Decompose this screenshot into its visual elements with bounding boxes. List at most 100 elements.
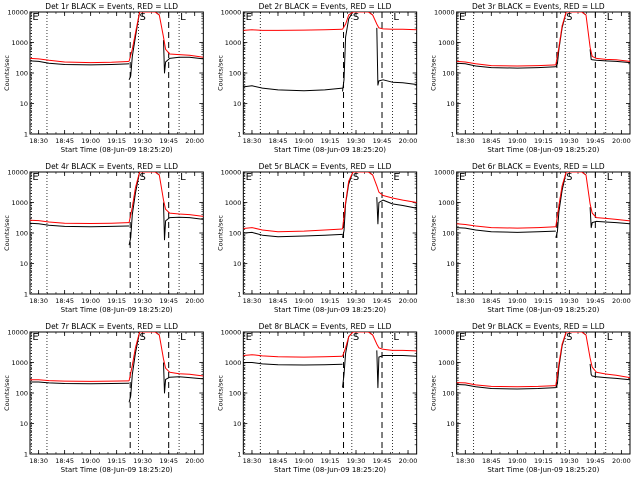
marker-label-e: E (459, 172, 465, 183)
marker-label-e: E (459, 12, 465, 23)
x-tick-label: 19:45 (373, 297, 392, 305)
y-tick-label: 100 (442, 230, 454, 238)
y-tick-label: 10000 (221, 329, 242, 337)
y-tick-label: 100 (442, 70, 454, 78)
series-events-line (243, 362, 343, 366)
x-tick-label: 19:30 (560, 297, 579, 305)
x-tick-label: 18:45 (269, 457, 288, 465)
y-tick-label: 100 (442, 390, 454, 398)
y-tick-label: 1 (24, 451, 28, 459)
y-axis-label: Counts/sec (216, 55, 224, 91)
marker-label-e: E (246, 12, 252, 23)
x-tick-label: 18:45 (482, 297, 501, 305)
series-events-line (589, 49, 630, 64)
series-group (456, 12, 630, 69)
x-tick-label: 19:45 (373, 137, 392, 145)
panel-title: Det 1r BLACK = Events, RED = LLD (45, 2, 178, 11)
y-tick-label: 100 (229, 390, 241, 398)
y-tick-label: 10000 (434, 9, 455, 17)
y-tick-label: 1000 (225, 199, 242, 207)
series-events-line (128, 172, 160, 246)
x-axis-label: Start Time (08-Jun-09 18:25:20) (487, 306, 599, 314)
series-lld-line (128, 332, 204, 382)
x-tick-label: 18:45 (482, 457, 501, 465)
x-tick-label: 18:45 (55, 137, 74, 145)
marker-label-s: S (353, 12, 359, 23)
y-tick-label: 10 (233, 260, 241, 268)
x-tick-label: 18:30 (29, 457, 48, 465)
y-tick-label: 10 (446, 260, 454, 268)
x-tick-label: 19:45 (159, 297, 178, 305)
series-events-line (555, 172, 587, 238)
x-tick-label: 19:15 (107, 137, 126, 145)
x-tick-label: 19:30 (133, 457, 152, 465)
marker-label-e: E (246, 332, 252, 343)
y-tick-label: 10 (20, 420, 28, 428)
series-group (30, 12, 204, 80)
x-tick-label: 18:45 (269, 137, 288, 145)
series-events-line (163, 362, 204, 394)
y-tick-label: 10000 (7, 169, 28, 177)
y-tick-label: 1000 (438, 39, 455, 47)
series-events-line (30, 222, 130, 228)
series-events-line (589, 363, 630, 381)
y-axis-label: Counts/sec (430, 55, 438, 91)
x-tick-label: 18:30 (456, 297, 475, 305)
marker-label-s: S (353, 172, 359, 183)
y-tick-label: 10 (20, 100, 28, 108)
plot-frame (456, 11, 631, 135)
panel-title: Det 4r BLACK = Events, RED = LLD (45, 162, 178, 171)
x-tick-label: 19:00 (508, 297, 527, 305)
x-tick-label: 19:30 (560, 457, 579, 465)
plot-frame (29, 331, 204, 455)
x-tick-label: 20:00 (612, 457, 631, 465)
series-events-line (342, 12, 373, 92)
series-lld-line (342, 332, 417, 357)
marker-label-e: E (393, 172, 399, 183)
x-tick-label: 19:15 (107, 297, 126, 305)
plot-frame (456, 171, 631, 295)
y-tick-label: 100 (16, 230, 28, 238)
series-lld-line (243, 28, 343, 31)
x-tick-label: 19:00 (295, 137, 314, 145)
x-tick-label: 19:00 (295, 297, 314, 305)
x-tick-label: 18:30 (456, 457, 475, 465)
series-lld-line (555, 172, 630, 227)
series-events-line (376, 350, 417, 389)
y-axis-label: Counts/sec (216, 375, 224, 411)
series-events-line (128, 332, 160, 403)
x-tick-label: 20:00 (612, 297, 631, 305)
plot-frame (456, 331, 631, 455)
marker-label-e: E (459, 332, 465, 343)
y-axis-label: Counts/sec (3, 375, 11, 411)
series-group (243, 12, 417, 92)
x-tick-label: 19:45 (159, 457, 178, 465)
x-tick-label: 18:30 (29, 137, 48, 145)
marker-label-e: E (32, 12, 38, 23)
x-tick-label: 19:00 (508, 457, 527, 465)
series-lld-line (456, 382, 556, 388)
x-tick-label: 19:00 (508, 137, 527, 145)
series-lld-line (243, 227, 343, 233)
y-tick-label: 100 (16, 70, 28, 78)
y-tick-label: 10000 (434, 169, 455, 177)
x-tick-label: 20:00 (612, 137, 631, 145)
series-group (30, 172, 204, 246)
y-tick-label: 1 (451, 451, 455, 459)
y-tick-label: 1000 (11, 359, 28, 367)
y-tick-label: 10 (233, 420, 241, 428)
series-events-line (376, 27, 417, 86)
y-tick-label: 100 (229, 70, 241, 78)
marker-label-l: L (180, 332, 186, 343)
x-tick-label: 19:45 (586, 137, 605, 145)
y-tick-label: 10000 (434, 329, 455, 337)
series-events-line (243, 231, 343, 238)
y-tick-label: 10 (446, 420, 454, 428)
marker-label-l: L (180, 172, 186, 183)
y-tick-label: 10000 (7, 329, 28, 337)
x-tick-label: 19:30 (347, 137, 366, 145)
x-tick-label: 19:00 (81, 457, 100, 465)
series-lld-line (342, 12, 417, 31)
